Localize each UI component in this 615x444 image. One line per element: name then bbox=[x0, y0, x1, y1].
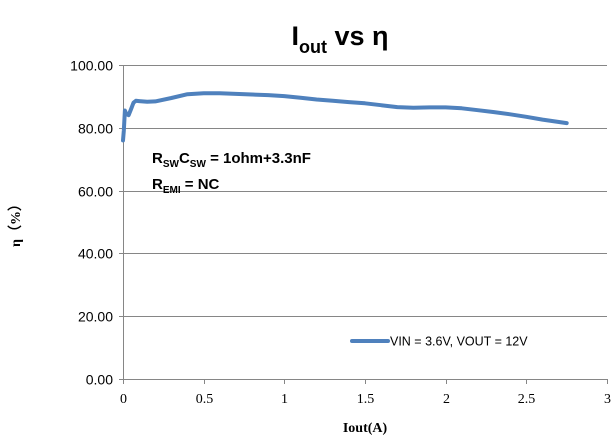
y-tick-label: 80.00 bbox=[78, 121, 113, 137]
x-tick-label: 0.5 bbox=[196, 392, 214, 407]
legend: VIN = 3.6V, VOUT = 12V bbox=[350, 335, 528, 349]
axes bbox=[119, 65, 608, 384]
x-tick-label: 1.5 bbox=[357, 392, 375, 407]
y-axis-label: η（%） bbox=[8, 197, 24, 247]
x-tick-label: 3 bbox=[604, 392, 611, 407]
y-tick-label: 40.00 bbox=[78, 246, 113, 262]
x-tick-label: 2 bbox=[443, 392, 450, 407]
x-tick-label: 0 bbox=[120, 392, 127, 407]
tick-labels: 0.00 20.00 40.00 60.00 80.00 100.00 0 0.5 1 1.5 2 2… bbox=[70, 58, 611, 408]
y-tick-label: 60.00 bbox=[78, 184, 113, 200]
x-axis-label: Iout(A) bbox=[343, 421, 388, 436]
legend-label: VIN = 3.6V, VOUT = 12V bbox=[390, 335, 528, 349]
series-line bbox=[121, 91, 569, 143]
gridlines bbox=[123, 65, 607, 317]
series-lines bbox=[121, 91, 569, 143]
y-tick-label: 100.00 bbox=[70, 58, 113, 74]
x-tick-label: 2.5 bbox=[518, 392, 536, 407]
y-tick-label: 0.00 bbox=[86, 372, 113, 388]
chart-title: Iout vs η bbox=[291, 21, 388, 57]
annotation-rsw-csw: RSWCSW = 1ohm+3.3nF bbox=[152, 150, 311, 170]
y-tick-label: 20.00 bbox=[78, 309, 113, 325]
x-tick-label: 1 bbox=[281, 392, 288, 407]
annotation-remi: REMI = NC bbox=[152, 176, 220, 196]
